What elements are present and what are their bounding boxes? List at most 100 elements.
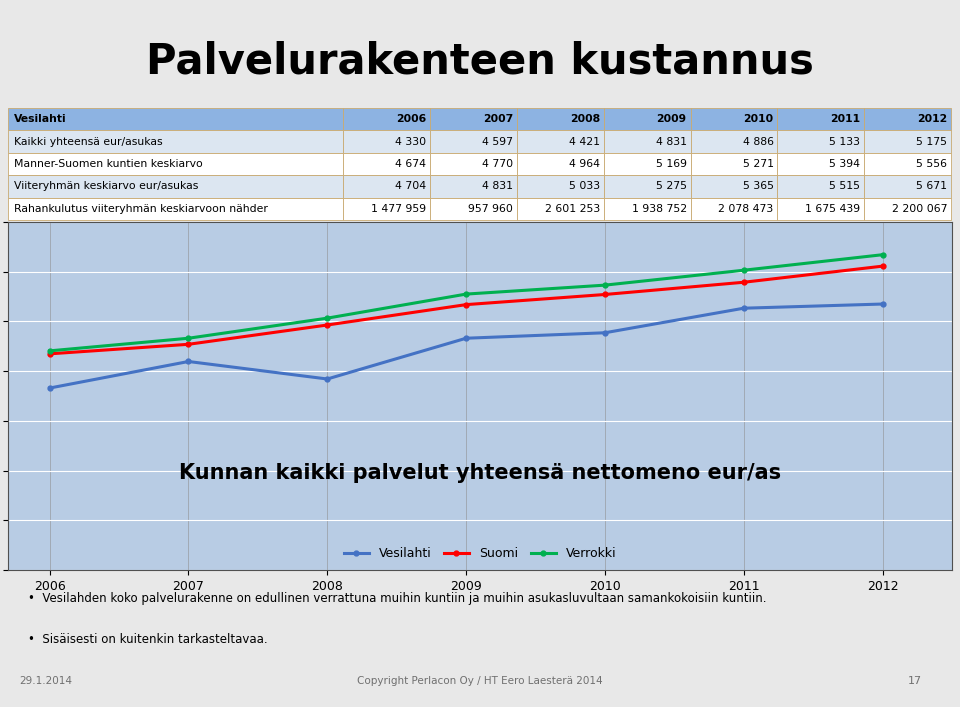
Text: 5 169: 5 169 bbox=[656, 159, 686, 169]
FancyBboxPatch shape bbox=[864, 197, 951, 220]
FancyBboxPatch shape bbox=[430, 108, 516, 130]
Line: Verrokki: Verrokki bbox=[47, 252, 885, 354]
FancyBboxPatch shape bbox=[864, 130, 951, 153]
FancyBboxPatch shape bbox=[516, 130, 604, 153]
Vesilahti bbox=[599, 329, 611, 337]
Text: 4 886: 4 886 bbox=[743, 136, 774, 146]
Text: 2008: 2008 bbox=[570, 115, 600, 124]
Vesilahti bbox=[44, 384, 56, 392]
Text: 4 964: 4 964 bbox=[569, 159, 600, 169]
Text: 5 271: 5 271 bbox=[743, 159, 774, 169]
Text: Rahankulutus viiteryhmän keskiarvoon nähder: Rahankulutus viiteryhmän keskiarvoon näh… bbox=[13, 204, 268, 214]
Text: 4 597: 4 597 bbox=[482, 136, 513, 146]
FancyBboxPatch shape bbox=[430, 153, 516, 175]
Verrokki bbox=[44, 346, 56, 355]
FancyBboxPatch shape bbox=[604, 130, 690, 153]
FancyBboxPatch shape bbox=[516, 108, 604, 130]
Text: 29.1.2014: 29.1.2014 bbox=[19, 676, 72, 686]
Text: 2006: 2006 bbox=[396, 115, 426, 124]
FancyBboxPatch shape bbox=[604, 153, 690, 175]
FancyBboxPatch shape bbox=[778, 175, 864, 197]
FancyBboxPatch shape bbox=[604, 197, 690, 220]
Vesilahti bbox=[876, 300, 888, 308]
FancyBboxPatch shape bbox=[8, 153, 343, 175]
Text: Kaikki yhteensä eur/asukas: Kaikki yhteensä eur/asukas bbox=[13, 136, 162, 146]
Suomi bbox=[44, 349, 56, 358]
Verrokki bbox=[599, 281, 611, 289]
Text: 957 960: 957 960 bbox=[468, 204, 513, 214]
Verrokki bbox=[738, 266, 750, 274]
FancyBboxPatch shape bbox=[778, 197, 864, 220]
FancyBboxPatch shape bbox=[864, 153, 951, 175]
FancyBboxPatch shape bbox=[690, 108, 778, 130]
FancyBboxPatch shape bbox=[864, 175, 951, 197]
Legend: Vesilahti, Suomi, Verrokki: Vesilahti, Suomi, Verrokki bbox=[340, 544, 620, 564]
Text: 2010: 2010 bbox=[743, 115, 774, 124]
FancyBboxPatch shape bbox=[516, 197, 604, 220]
Text: 5 515: 5 515 bbox=[829, 182, 860, 192]
FancyBboxPatch shape bbox=[8, 175, 343, 197]
Vesilahti bbox=[182, 357, 194, 366]
Text: Kunnan kaikki palvelut yhteensä nettomeno eur/as: Kunnan kaikki palvelut yhteensä nettomen… bbox=[179, 462, 781, 483]
Text: 5 556: 5 556 bbox=[916, 159, 948, 169]
Text: 4 704: 4 704 bbox=[396, 182, 426, 192]
Text: •  Sisäisesti on kuitenkin tarkasteltavaa.: • Sisäisesti on kuitenkin tarkasteltavaa… bbox=[29, 633, 268, 646]
FancyBboxPatch shape bbox=[8, 197, 343, 220]
Text: 5 671: 5 671 bbox=[916, 182, 948, 192]
FancyBboxPatch shape bbox=[778, 130, 864, 153]
Text: Palvelurakenteen kustannus: Palvelurakenteen kustannus bbox=[146, 41, 814, 83]
Text: 4 421: 4 421 bbox=[569, 136, 600, 146]
Suomi bbox=[182, 340, 194, 349]
Suomi bbox=[322, 321, 333, 329]
Verrokki bbox=[461, 290, 472, 298]
Suomi bbox=[461, 300, 472, 309]
Verrokki bbox=[322, 314, 333, 322]
Text: 17: 17 bbox=[908, 676, 923, 686]
FancyBboxPatch shape bbox=[690, 175, 778, 197]
Text: 2012: 2012 bbox=[917, 115, 948, 124]
FancyBboxPatch shape bbox=[690, 130, 778, 153]
Text: 1 477 959: 1 477 959 bbox=[372, 204, 426, 214]
FancyBboxPatch shape bbox=[430, 130, 516, 153]
Text: 5 394: 5 394 bbox=[829, 159, 860, 169]
Text: Copyright Perlacon Oy / HT Eero Laesterä 2014: Copyright Perlacon Oy / HT Eero Laesterä… bbox=[357, 676, 603, 686]
Text: 5 365: 5 365 bbox=[743, 182, 774, 192]
Text: 4 330: 4 330 bbox=[396, 136, 426, 146]
FancyBboxPatch shape bbox=[516, 153, 604, 175]
Vesilahti bbox=[738, 304, 750, 312]
Text: 5 275: 5 275 bbox=[656, 182, 686, 192]
Text: 5 033: 5 033 bbox=[568, 182, 600, 192]
FancyBboxPatch shape bbox=[778, 153, 864, 175]
Text: •  Vesilahden koko palvelurakenne on edullinen verrattuna muihin kuntiin ja muih: • Vesilahden koko palvelurakenne on edul… bbox=[29, 592, 767, 605]
FancyBboxPatch shape bbox=[8, 130, 343, 153]
Suomi bbox=[876, 262, 888, 270]
FancyBboxPatch shape bbox=[8, 108, 343, 130]
FancyBboxPatch shape bbox=[343, 197, 430, 220]
Text: 2007: 2007 bbox=[483, 115, 513, 124]
Text: 4 831: 4 831 bbox=[482, 182, 513, 192]
Text: 5 133: 5 133 bbox=[829, 136, 860, 146]
Text: 2 078 473: 2 078 473 bbox=[718, 204, 774, 214]
Vesilahti bbox=[461, 334, 472, 342]
Text: 1 675 439: 1 675 439 bbox=[805, 204, 860, 214]
FancyBboxPatch shape bbox=[690, 197, 778, 220]
FancyBboxPatch shape bbox=[690, 153, 778, 175]
FancyBboxPatch shape bbox=[343, 108, 430, 130]
FancyBboxPatch shape bbox=[430, 175, 516, 197]
FancyBboxPatch shape bbox=[604, 175, 690, 197]
FancyBboxPatch shape bbox=[343, 175, 430, 197]
Vesilahti bbox=[322, 375, 333, 383]
Text: 4 831: 4 831 bbox=[656, 136, 686, 146]
Suomi bbox=[738, 278, 750, 286]
Text: 2 601 253: 2 601 253 bbox=[544, 204, 600, 214]
FancyBboxPatch shape bbox=[864, 108, 951, 130]
Text: 2 200 067: 2 200 067 bbox=[892, 204, 948, 214]
Suomi bbox=[599, 291, 611, 299]
Text: 1 938 752: 1 938 752 bbox=[632, 204, 686, 214]
Text: Viiteryhmän keskiarvo eur/asukas: Viiteryhmän keskiarvo eur/asukas bbox=[13, 182, 198, 192]
Verrokki bbox=[876, 250, 888, 259]
FancyBboxPatch shape bbox=[516, 175, 604, 197]
Text: 4 674: 4 674 bbox=[396, 159, 426, 169]
Line: Suomi: Suomi bbox=[47, 264, 885, 356]
Line: Vesilahti: Vesilahti bbox=[47, 302, 885, 390]
